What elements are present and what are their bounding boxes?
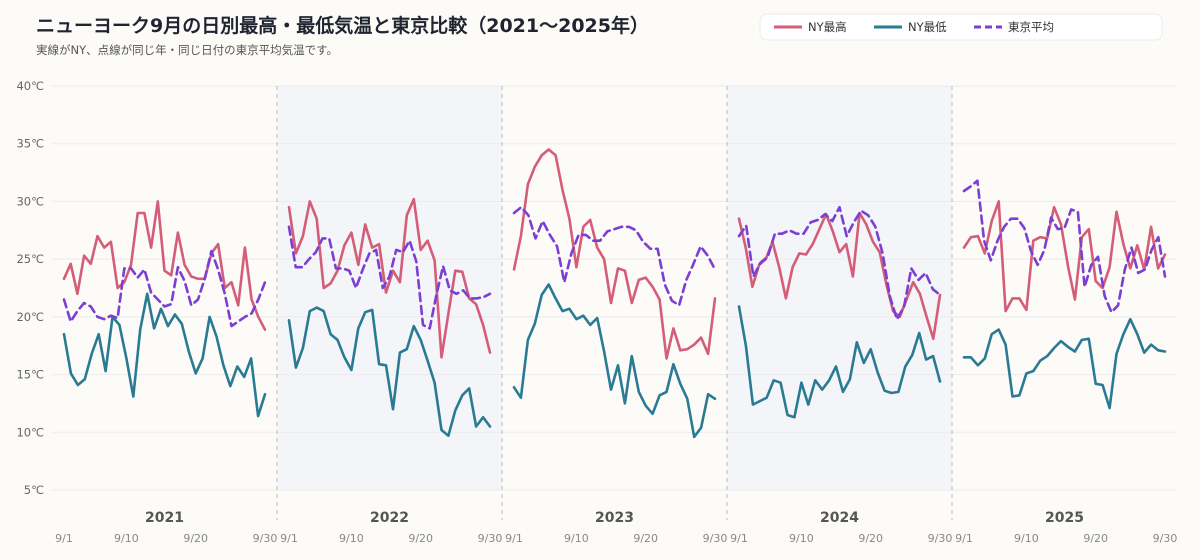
y-tick-label: 35℃ xyxy=(16,137,44,151)
axis-layer: 5℃ 10℃ 15℃ 20℃ 25℃ 30℃ 35℃ 40℃ 2021 9/1 9/10 9/20 9/… xyxy=(16,79,1177,545)
panel-year-label-2024: 2024 xyxy=(820,510,859,526)
x-tick-label: 9/1 xyxy=(55,532,73,545)
x-tick-label: 9/10 xyxy=(339,532,364,545)
x-tick-label: 9/30 xyxy=(928,532,953,545)
x-tick-label: 9/20 xyxy=(858,532,883,545)
series-line-ny-low-2022 xyxy=(287,306,492,438)
chart-subtitle: 実線がNY、点線が同じ年・同じ日付の東京平均気温です。 xyxy=(36,43,338,57)
y-tick-label: 40℃ xyxy=(16,79,44,93)
y-tick-label: 15℃ xyxy=(16,368,44,382)
legend-label-tokyo: 東京平均 xyxy=(1008,20,1054,34)
series-line-tokyo-2022 xyxy=(287,225,492,330)
panel-shade-2022 xyxy=(277,86,502,490)
series-line-ny-low-2024 xyxy=(737,305,942,419)
series-line-tokyo-2025 xyxy=(962,179,1167,314)
legend: NY最高 NY最低 東京平均 xyxy=(759,13,1163,41)
y-tick-label: 10℃ xyxy=(16,425,44,439)
x-tick-label: 9/30 xyxy=(703,532,728,545)
x-tick-label: 9/30 xyxy=(1153,532,1178,545)
x-tick-label: 9/20 xyxy=(1083,532,1108,545)
x-tick-label: 9/1 xyxy=(955,532,973,545)
x-tick-label: 9/30 xyxy=(253,532,278,545)
legend-label-ny-high: NY最高 xyxy=(808,20,847,34)
x-tick-label: 9/20 xyxy=(408,532,433,545)
series-line-ny-high-2021 xyxy=(62,200,267,331)
series-line-tokyo-2023 xyxy=(512,205,717,307)
series-line-ny-high-2022 xyxy=(287,197,492,359)
x-tick-label: 9/30 xyxy=(478,532,503,545)
chart-title: ニューヨーク9月の日別最高・最低気温と東京比較（2021〜2025年） xyxy=(36,14,649,37)
x-tick-label: 9/10 xyxy=(114,532,139,545)
y-tick-label: 20℃ xyxy=(16,310,44,324)
y-tick-label: 5℃ xyxy=(24,483,44,497)
legend-label-ny-low: NY最低 xyxy=(908,20,947,34)
y-tick-label: 25℃ xyxy=(16,252,44,266)
panel-layer xyxy=(277,86,952,490)
x-tick-label: 9/10 xyxy=(564,532,589,545)
panel-shade-2024 xyxy=(727,86,952,490)
panel-year-label-2023: 2023 xyxy=(595,510,634,526)
x-tick-label: 9/1 xyxy=(280,532,298,545)
panel-year-label-2025: 2025 xyxy=(1045,510,1084,526)
series-line-tokyo-2021 xyxy=(62,249,267,328)
x-tick-label: 9/1 xyxy=(730,532,748,545)
grid-layer xyxy=(52,85,1177,520)
x-tick-label: 9/20 xyxy=(633,532,658,545)
x-tick-label: 9/10 xyxy=(789,532,814,545)
series-line-ny-high-2023 xyxy=(512,148,717,360)
panel-year-label-2021: 2021 xyxy=(145,510,184,526)
series-line-ny-high-2025 xyxy=(962,200,1167,313)
panel-year-label-2022: 2022 xyxy=(370,510,409,526)
legend-box xyxy=(759,13,1163,41)
series-line-tokyo-2024 xyxy=(737,205,942,321)
series-line-ny-low-2025 xyxy=(962,317,1167,410)
y-tick-label: 30℃ xyxy=(16,194,44,208)
x-tick-label: 9/10 xyxy=(1014,532,1039,545)
series-line-ny-low-2021 xyxy=(62,292,267,418)
x-tick-label: 9/1 xyxy=(505,532,523,545)
series-layer xyxy=(62,148,1167,439)
series-line-ny-low-2023 xyxy=(512,283,717,439)
x-tick-label: 9/20 xyxy=(183,532,208,545)
